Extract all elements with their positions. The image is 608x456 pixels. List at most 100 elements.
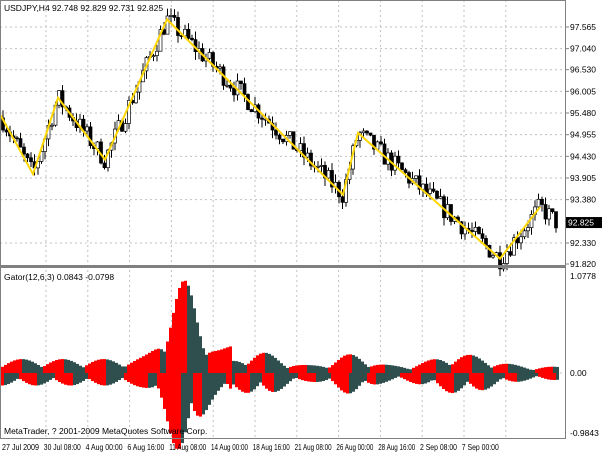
gator-up-bar — [478, 358, 481, 373]
gator-down-bar — [10, 373, 13, 383]
gator-down-bar — [97, 373, 100, 385]
candle-body — [155, 50, 159, 56]
candle-body — [29, 157, 33, 163]
gator-up-bar — [448, 364, 451, 373]
gator-down-bar — [529, 373, 532, 379]
gator-down-bar — [34, 373, 37, 386]
gator-up-bar — [259, 353, 262, 373]
time-label: 14 Aug 00:00 — [211, 442, 248, 452]
gator-down-bar — [121, 373, 124, 379]
gator-down-bar — [226, 373, 229, 385]
gator-down-bar — [430, 373, 433, 381]
gator-down-bar — [541, 373, 544, 378]
gator-up-bar — [220, 349, 223, 373]
gator-up-bar — [196, 322, 199, 373]
candle-body — [165, 15, 170, 35]
candle-body — [123, 123, 128, 132]
gator-up-bar — [31, 361, 34, 373]
gator-down-bar — [64, 373, 67, 385]
candle-body — [547, 208, 551, 220]
gator-up-bar — [442, 361, 445, 373]
gator-up-bar — [457, 359, 460, 373]
gator-down-bar — [37, 373, 40, 386]
gator-up-bar — [406, 368, 409, 373]
gator-down-bar — [247, 373, 250, 393]
candle-body — [15, 137, 19, 140]
gator-down-bar — [76, 373, 79, 385]
candle-body — [239, 80, 243, 84]
gator-up-bar — [46, 364, 49, 373]
gator-up-bar — [367, 366, 370, 373]
gator-up-bar — [439, 359, 442, 373]
gator-down-bar — [463, 373, 466, 386]
candle-body — [60, 90, 65, 108]
gator-down-bar — [130, 373, 133, 384]
gator-down-bar — [526, 373, 529, 380]
copyright: MetaTrader, ? 2001-2009 MetaQuotes Softw… — [4, 426, 207, 436]
gator-down-bar — [490, 373, 493, 387]
gator-down-bar — [103, 373, 106, 386]
gator-up-bar — [331, 365, 334, 373]
gator-up-bar — [22, 359, 25, 373]
gator-down-bar — [70, 373, 73, 386]
gator-down-bar — [271, 373, 274, 392]
gator-down-bar — [376, 373, 379, 385]
price-axis: 97.565 97.040 96.530 96.005 95.480 94.955 94.4… — [565, 22, 596, 269]
gator-up-bar — [298, 365, 301, 373]
time-label: 30 Jul 08:00 — [44, 442, 81, 452]
gator-up-bar — [19, 359, 22, 373]
candle-body — [207, 52, 212, 59]
gator-down-bar — [208, 373, 211, 405]
gator-down-bar — [139, 373, 142, 388]
gator-up-bar — [445, 362, 448, 373]
gator-down-bar — [262, 373, 265, 386]
gator-down-bar — [274, 373, 277, 392]
candle-body — [298, 143, 303, 152]
candle-body — [498, 252, 502, 270]
time-label: 4 Aug 00:00 — [86, 442, 123, 452]
gator-up-bar — [403, 367, 406, 373]
gator-down-bar — [472, 373, 475, 387]
candle-body — [232, 87, 236, 96]
gator-up-bar — [145, 354, 148, 373]
gator-down-bar — [169, 373, 172, 434]
candle-body — [393, 155, 397, 171]
gator-down-bar — [199, 373, 202, 417]
gator-up-bar — [205, 354, 208, 373]
gator-up-bar — [376, 364, 379, 373]
gator-down-bar — [301, 373, 304, 381]
pane-divider[interactable] — [0, 265, 566, 268]
gator-down-bar — [220, 373, 223, 388]
gator-down-bar — [73, 373, 76, 386]
gator-down-bar — [328, 373, 331, 379]
gator-down-bar — [334, 373, 337, 385]
gator-down-bar — [106, 373, 109, 386]
gator-up-bar — [175, 299, 178, 373]
gator-up-bar — [88, 363, 91, 373]
gator-down-bar — [550, 373, 553, 380]
gator-down-bar — [145, 373, 148, 388]
candle-body — [340, 196, 345, 203]
candle-body — [288, 131, 292, 136]
candle-body — [274, 129, 278, 136]
gator-up-bar — [154, 349, 157, 373]
gator-down-bar — [400, 373, 403, 378]
time-label: 28 Aug 16:00 — [378, 442, 415, 452]
gator-up-bar — [256, 355, 259, 373]
gator-up-bar — [166, 341, 169, 373]
gator-up-bar — [313, 365, 316, 373]
gator-up-bar — [70, 360, 73, 373]
gator-up-bar — [130, 362, 133, 373]
gator-up-bar — [340, 357, 343, 373]
candle-body — [172, 15, 177, 18]
gator-up-bar — [520, 366, 523, 373]
gator-down-bar — [253, 373, 256, 390]
candle-body — [505, 251, 509, 264]
candle-body — [316, 166, 320, 168]
gator-down-bar — [232, 373, 235, 385]
gator-up-bar — [385, 364, 388, 373]
gator-down-bar — [538, 373, 541, 377]
gator-down-bar — [283, 373, 286, 387]
